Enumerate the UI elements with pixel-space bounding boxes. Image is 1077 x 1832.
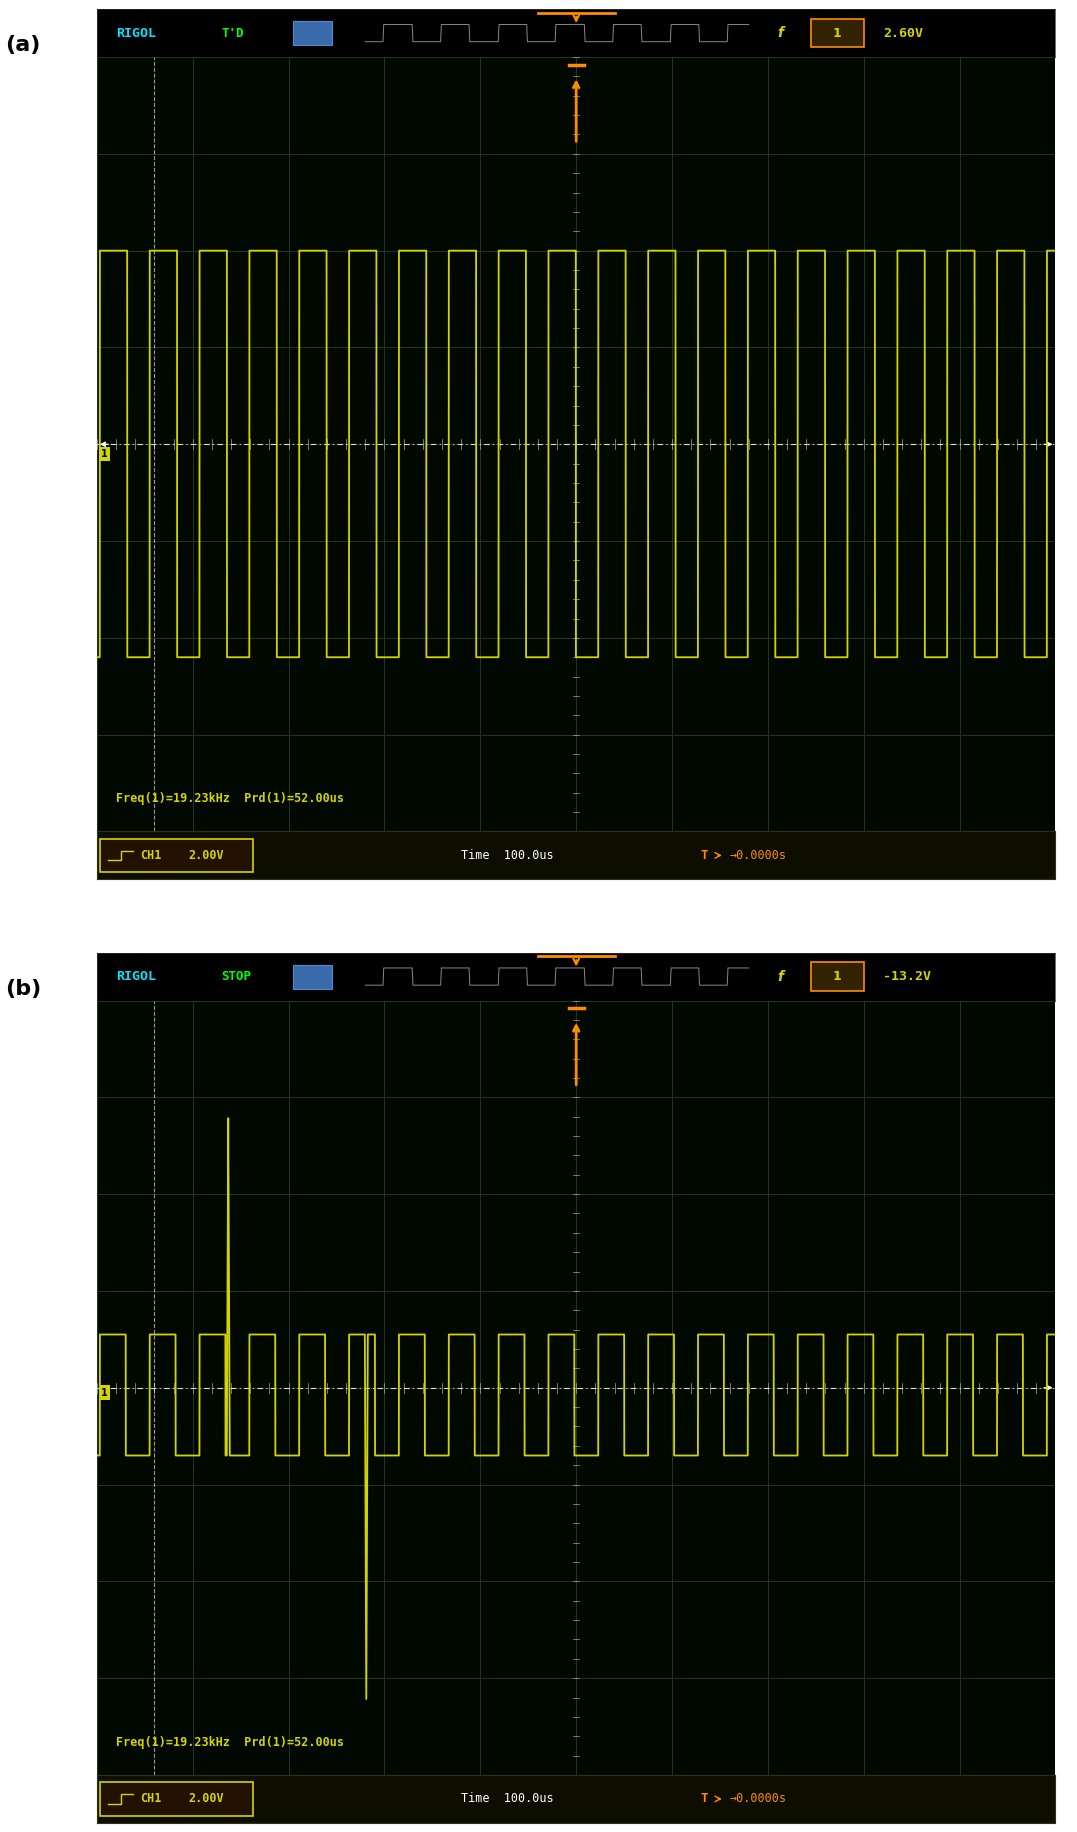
Text: -13.2V: -13.2V: [883, 971, 931, 984]
FancyBboxPatch shape: [100, 1783, 253, 1816]
Text: T: T: [701, 1792, 709, 1805]
Text: f: f: [778, 26, 783, 40]
Text: Freq(1)=19.23kHz  Prd(1)=52.00us: Freq(1)=19.23kHz Prd(1)=52.00us: [116, 793, 344, 806]
Text: f: f: [778, 969, 783, 984]
Text: 1: 1: [101, 1387, 108, 1398]
Text: →0.0000s: →0.0000s: [729, 848, 786, 861]
Text: 2.00V: 2.00V: [188, 848, 224, 861]
Text: 2.00V: 2.00V: [188, 1792, 224, 1805]
Text: 1: 1: [833, 971, 841, 984]
Text: RIGOL: RIGOL: [116, 971, 156, 984]
FancyBboxPatch shape: [811, 18, 864, 48]
Text: (a): (a): [5, 35, 41, 55]
Text: Freq(1)=19.23kHz  Prd(1)=52.00us: Freq(1)=19.23kHz Prd(1)=52.00us: [116, 1737, 344, 1750]
Text: (b): (b): [5, 978, 42, 998]
Text: STOP: STOP: [222, 971, 252, 984]
Text: RIGOL: RIGOL: [116, 27, 156, 40]
Text: CH1: CH1: [140, 848, 162, 861]
Text: 1: 1: [833, 27, 841, 40]
Text: CH1: CH1: [140, 1792, 162, 1805]
Text: T: T: [701, 848, 709, 861]
FancyBboxPatch shape: [100, 839, 253, 872]
Text: T'D: T'D: [222, 27, 244, 40]
Text: →0.0000s: →0.0000s: [729, 1792, 786, 1805]
FancyBboxPatch shape: [293, 965, 332, 989]
Text: 1: 1: [101, 449, 108, 460]
Text: Time  100.0us: Time 100.0us: [461, 848, 554, 861]
Text: Time  100.0us: Time 100.0us: [461, 1792, 554, 1805]
FancyBboxPatch shape: [293, 22, 332, 46]
Text: 2.60V: 2.60V: [883, 27, 923, 40]
FancyBboxPatch shape: [811, 962, 864, 991]
